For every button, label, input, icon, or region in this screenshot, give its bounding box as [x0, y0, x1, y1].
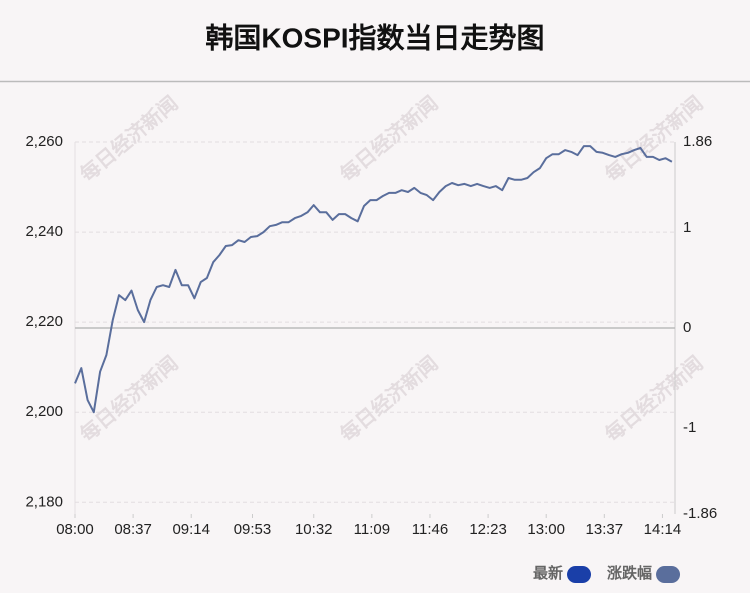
- y2-tick-label: -1: [683, 419, 696, 436]
- y-tick-label: 2,200: [25, 403, 63, 420]
- y2-tick-label: 1.86: [683, 133, 712, 150]
- x-tick-label: 13:00: [527, 521, 565, 538]
- x-tick-label: 08:00: [56, 521, 94, 538]
- legend-label: 涨跌幅: [607, 564, 652, 582]
- legend-label: 最新: [533, 564, 563, 582]
- x-tick-label: 09:14: [172, 521, 210, 538]
- y2-tick-label: -1.86: [683, 505, 717, 522]
- legend-swatch: [656, 566, 681, 583]
- y-tick-label: 2,180: [25, 493, 63, 510]
- x-tick-label: 11:09: [354, 521, 390, 538]
- y-tick-label: 2,240: [25, 223, 63, 240]
- chart-title: 韩国KOSPI指数当日走势图: [205, 22, 544, 53]
- y-tick-label: 2,220: [25, 313, 63, 330]
- legend-swatch: [567, 566, 592, 583]
- y2-tick-label: 0: [683, 319, 691, 336]
- y-tick-label: 2,260: [25, 133, 63, 150]
- y2-tick-label: 1: [683, 219, 691, 236]
- x-tick-label: 14:14: [644, 521, 682, 538]
- x-tick-label: 09:53: [234, 521, 272, 538]
- x-tick-label: 08:37: [114, 521, 152, 538]
- x-tick-label: 13:37: [586, 521, 624, 538]
- x-tick-label: 12:23: [469, 521, 507, 538]
- x-tick-label: 11:46: [412, 521, 448, 538]
- price-line: [74, 145, 673, 414]
- x-tick-label: 10:32: [295, 521, 333, 538]
